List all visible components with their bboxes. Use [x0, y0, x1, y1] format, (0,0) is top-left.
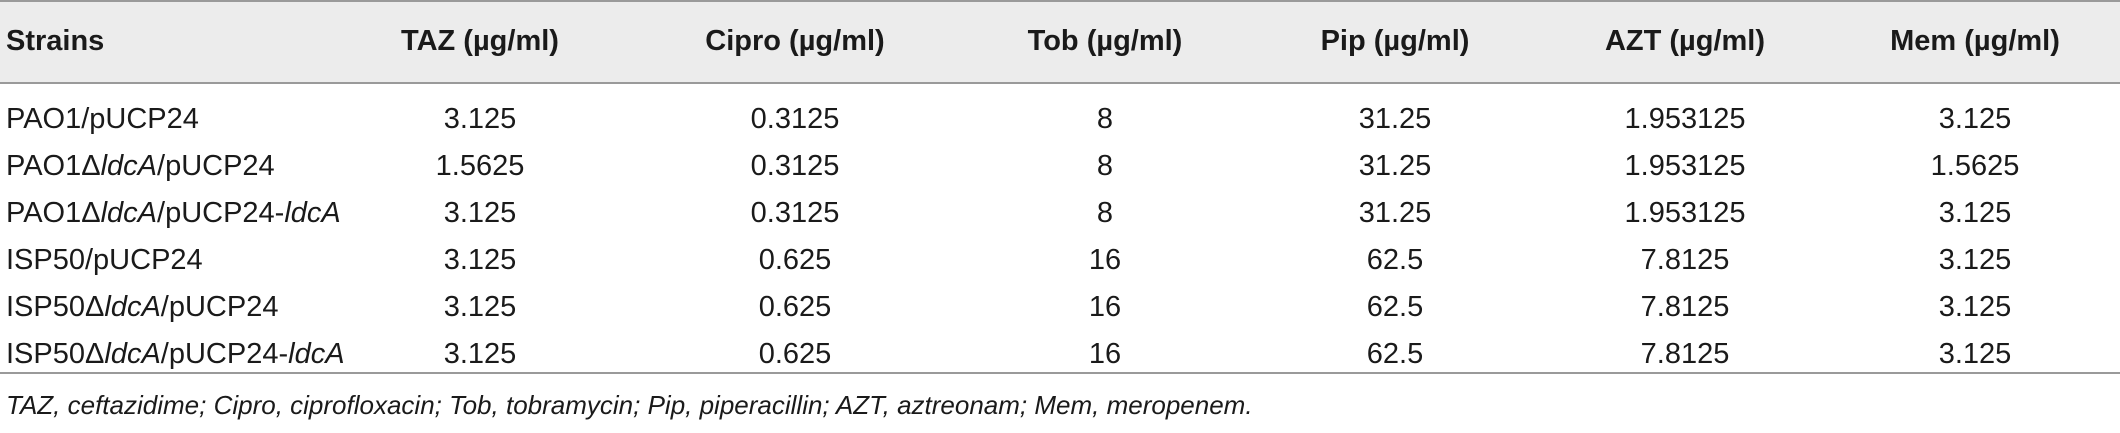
table-row: ISP50ΔldcA/pUCP24-ldcA 3.125 0.625 16 62…	[0, 331, 2120, 378]
col-header-strains: Strains	[6, 24, 105, 57]
col-header-pip: Pip (µg/ml)	[1320, 24, 1470, 57]
strain-name: ISP50Δ	[6, 291, 105, 323]
azt-value: 1.953125	[1624, 103, 1746, 135]
tob-value: 8	[1096, 197, 1114, 229]
table-row: ISP50/pUCP24 3.125 0.625 16 62.5 7.8125 …	[0, 237, 2120, 284]
col-header-tob: Tob (µg/ml)	[1027, 24, 1183, 57]
strain-name: PAO1/pUCP24	[6, 103, 199, 135]
pip-value: 62.5	[1366, 338, 1424, 370]
strain-name: PAO1Δ	[6, 197, 101, 229]
mem-value: 1.5625	[1930, 150, 2020, 182]
strain-name: PAO1Δ	[6, 150, 101, 182]
tob-value: 8	[1096, 150, 1114, 182]
header-rule	[0, 82, 2120, 84]
plasmid-name: /pUCP24-	[157, 197, 285, 229]
cipro-value: 0.3125	[750, 150, 840, 182]
cipro-value: 0.625	[758, 244, 832, 276]
col-header-taz: TAZ (µg/ml)	[401, 24, 559, 57]
cipro-value: 0.3125	[750, 197, 840, 229]
azt-value: 7.8125	[1640, 338, 1730, 370]
strain-cell: ISP50ΔldcA/pUCP24	[0, 284, 330, 331]
plasmid-name: /pUCP24	[157, 150, 275, 182]
gene-name: ldcA	[284, 197, 341, 229]
gene-name: ldcA	[104, 291, 161, 323]
mem-value: 3.125	[1938, 197, 2012, 229]
gene-name: ldcA	[100, 150, 158, 182]
taz-value: 3.125	[443, 338, 517, 370]
strain-cell: PAO1/pUCP24	[0, 82, 330, 143]
plasmid-name: /pUCP24	[160, 291, 279, 323]
mem-value: 3.125	[1938, 244, 2012, 276]
tob-value: 8	[1096, 103, 1114, 135]
bottom-rule	[0, 372, 2120, 374]
pip-value: 62.5	[1366, 244, 1424, 276]
cipro-value: 0.3125	[750, 103, 840, 135]
azt-value: 7.8125	[1640, 244, 1730, 276]
mem-value: 3.125	[1938, 291, 2012, 323]
table-row: ISP50ΔldcA/pUCP24 3.125 0.625 16 62.5 7.…	[0, 284, 2120, 331]
azt-value: 1.953125	[1624, 150, 1746, 182]
col-header-cipro: Cipro (µg/ml)	[705, 24, 885, 57]
pip-value: 31.25	[1358, 197, 1432, 229]
tob-value: 16	[1088, 291, 1122, 323]
table-footnote: TAZ, ceftazidime; Cipro, ciprofloxacin; …	[6, 390, 1253, 420]
cipro-value: 0.625	[758, 338, 832, 370]
table-row: PAO1ΔldcA/pUCP24-ldcA 3.125 0.3125 8 31.…	[0, 190, 2120, 237]
strain-name: ISP50Δ	[6, 338, 105, 370]
gene-name: ldcA	[288, 338, 345, 370]
strain-cell: PAO1ΔldcA/pUCP24	[0, 143, 330, 190]
taz-value: 3.125	[443, 103, 517, 135]
taz-value: 3.125	[443, 291, 517, 323]
table-row: PAO1ΔldcA/pUCP24 1.5625 0.3125 8 31.25 1…	[0, 143, 2120, 190]
pip-value: 31.25	[1358, 150, 1432, 182]
col-header-mem: Mem (µg/ml)	[1890, 24, 2060, 57]
header-background	[0, 0, 2120, 82]
mic-table: Strains TAZ (µg/ml) Cipro (µg/ml) Tob (µ…	[0, 0, 2120, 378]
table-row: PAO1/pUCP24 3.125 0.3125 8 31.25 1.95312…	[0, 82, 2120, 143]
tob-value: 16	[1088, 244, 1122, 276]
strain-cell: ISP50/pUCP24	[0, 237, 330, 284]
header-row: Strains TAZ (µg/ml) Cipro (µg/ml) Tob (µ…	[0, 0, 2120, 82]
azt-value: 1.953125	[1624, 197, 1746, 229]
top-rule	[0, 0, 2120, 2]
mem-value: 3.125	[1938, 103, 2012, 135]
strain-cell: ISP50ΔldcA/pUCP24-ldcA	[0, 331, 345, 378]
azt-value: 7.8125	[1640, 291, 1730, 323]
taz-value: 3.125	[443, 244, 517, 276]
mem-value: 3.125	[1938, 338, 2012, 370]
gene-name: ldcA	[100, 197, 158, 229]
col-header-azt: AZT (µg/ml)	[1604, 24, 1766, 57]
taz-value: 1.5625	[435, 150, 525, 182]
strain-cell: PAO1ΔldcA/pUCP24-ldcA	[0, 190, 341, 237]
pip-value: 62.5	[1366, 291, 1424, 323]
strain-name: ISP50/pUCP24	[6, 244, 203, 276]
tob-value: 16	[1088, 338, 1122, 370]
plasmid-name: /pUCP24-	[160, 338, 289, 370]
gene-name: ldcA	[104, 338, 161, 370]
taz-value: 3.125	[443, 197, 517, 229]
pip-value: 31.25	[1358, 103, 1432, 135]
cipro-value: 0.625	[758, 291, 832, 323]
